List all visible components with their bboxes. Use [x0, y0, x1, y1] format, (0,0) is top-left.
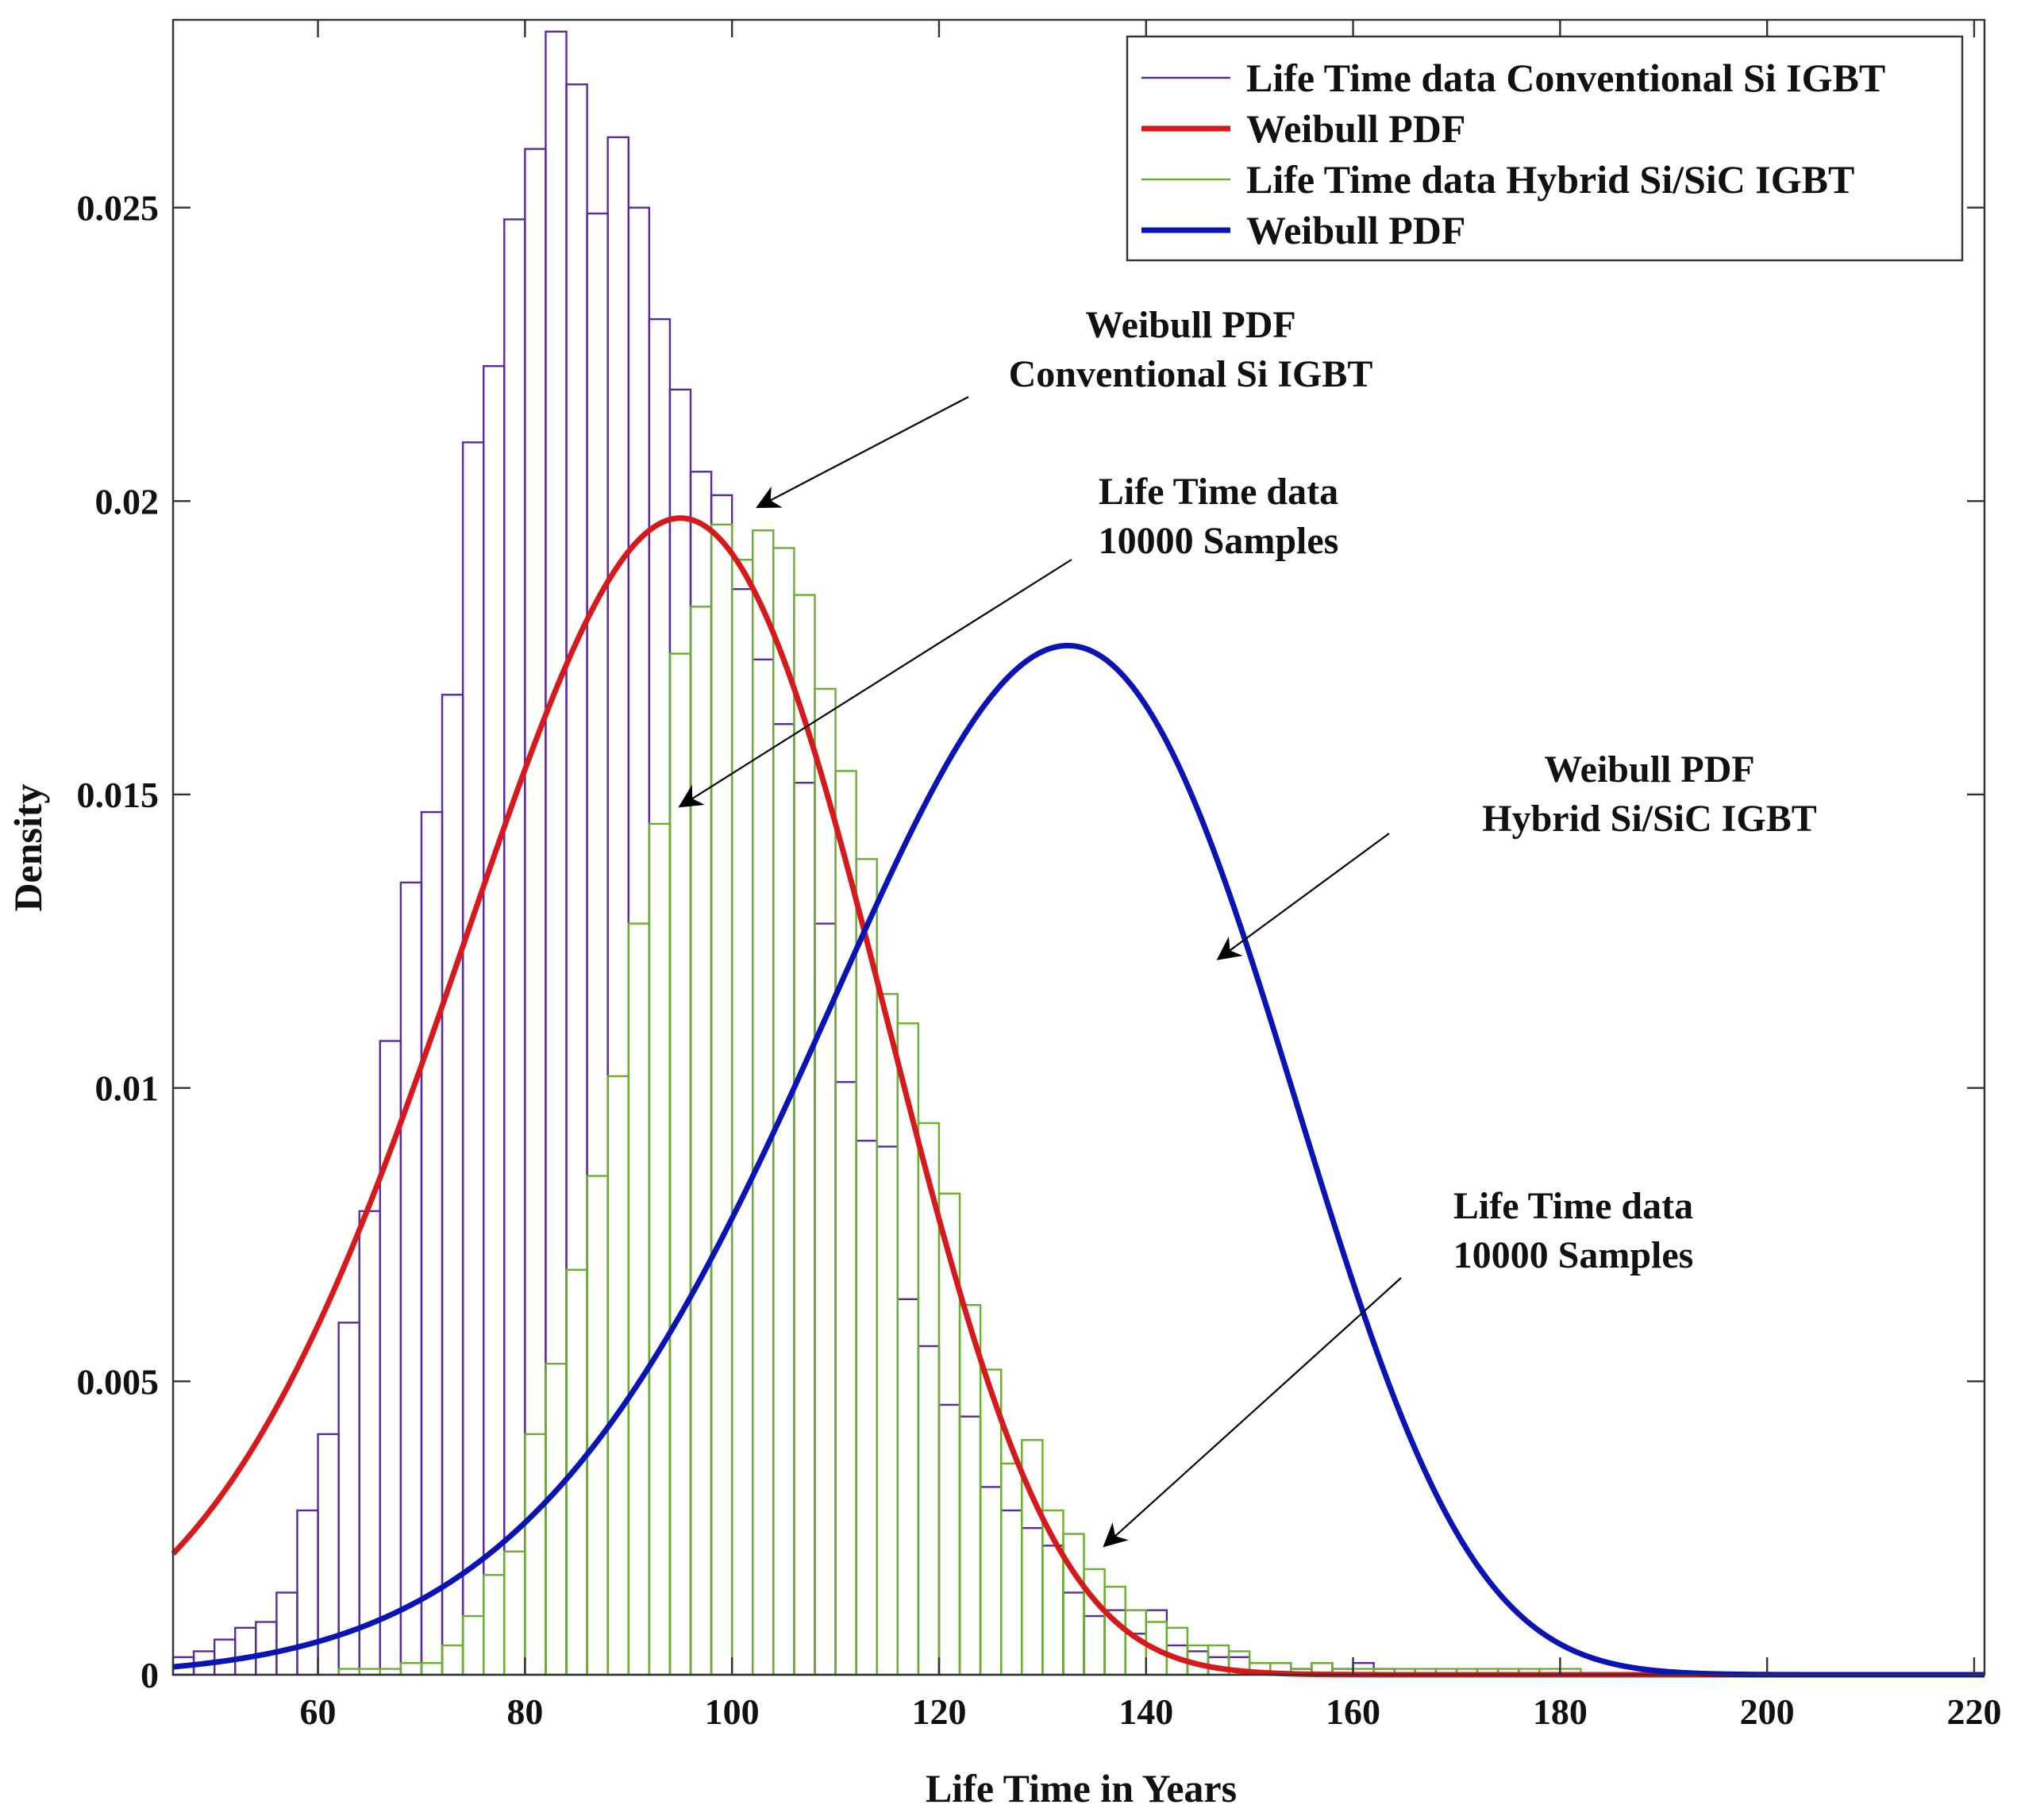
x-tick-label: 60	[300, 1691, 337, 1732]
x-tick-label: 200	[1740, 1691, 1795, 1732]
annotation-text: Conventional Si IGBT	[1009, 353, 1373, 395]
y-tick-label: 0.005	[77, 1361, 160, 1402]
annotation-text: Life Time data	[1099, 471, 1338, 513]
y-tick-label: 0.015	[77, 775, 160, 815]
weibull-pdf-curve-hybrid	[171, 642, 1986, 1678]
plot-area	[173, 20, 1984, 1675]
annotation-text: Weibull PDF	[1085, 304, 1295, 346]
x-tick-label: 80	[506, 1691, 543, 1732]
x-tick-label: 180	[1533, 1691, 1588, 1732]
annotation-layer: Weibull PDF Conventional Si IGBT Life Time…	[678, 304, 1817, 1548]
annotation-arrow	[1216, 833, 1390, 960]
annotation-text: Weibull PDF	[1544, 748, 1754, 791]
x-tick-label: 140	[1118, 1691, 1173, 1732]
legend-entry: Life Time data Hybrid Si/SiC IGBT	[1246, 157, 1854, 202]
legend-entry: Weibull PDF	[1246, 208, 1465, 252]
y-axis-title: Density	[6, 783, 50, 911]
y-tick-label: 0.02	[95, 481, 160, 521]
annotation-text: Hybrid Si/SiC IGBT	[1482, 798, 1816, 840]
annotation-text: 10000 Samples	[1453, 1234, 1694, 1276]
x-tick-label: 100	[705, 1691, 760, 1732]
axes-layer: 60 80 100 120 140 160 180 200 220 0 0.005 0.01 0.015…	[77, 18, 2001, 1732]
y-tick-label: 0.025	[77, 188, 160, 229]
y-tick-label: 0.01	[95, 1068, 160, 1109]
histogram-layer	[171, 20, 1984, 1676]
x-tick-label: 220	[1946, 1691, 2001, 1732]
y-tick-label: 0	[141, 1655, 159, 1695]
x-axis-title: Life Time in Years	[926, 1766, 1237, 1810]
annotation-arrow	[1103, 1277, 1402, 1548]
legend-box	[1126, 35, 1964, 262]
x-tick-label: 160	[1326, 1691, 1380, 1732]
legend: Life Time data Conventional Si IGBT Weibu…	[1126, 35, 1964, 262]
annotation-arrow	[756, 396, 969, 509]
annotation-text: Life Time data	[1453, 1185, 1693, 1227]
annotation-arrow	[678, 559, 1072, 808]
legend-entry: Life Time data Conventional Si IGBT	[1246, 56, 1885, 100]
x-tick-label: 120	[911, 1691, 966, 1732]
annotation-text: 10000 Samples	[1099, 520, 1339, 562]
legend-entry: Weibull PDF	[1246, 106, 1465, 151]
axes-box	[171, 18, 1986, 1676]
